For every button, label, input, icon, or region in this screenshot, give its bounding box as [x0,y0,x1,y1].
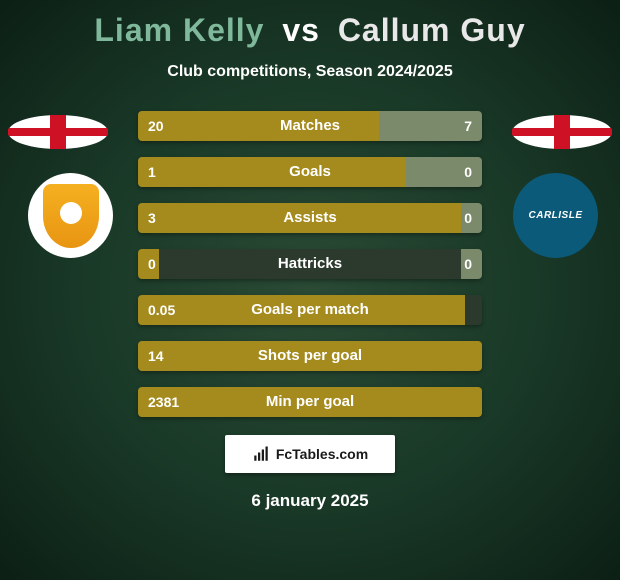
stat-label: Assists [138,203,482,233]
subtitle: Club competitions, Season 2024/2025 [0,63,620,81]
stat-label: Min per goal [138,387,482,417]
chart-icon [252,445,270,463]
flag-left-icon [8,115,108,149]
club-badge-left-shield-icon [43,184,99,248]
stat-row: 14Shots per goal [138,341,482,371]
club-badge-right-text: CARLISLE [529,210,583,221]
stat-row: 30Assists [138,203,482,233]
player1-name: Liam Kelly [94,12,264,48]
stat-label: Shots per goal [138,341,482,371]
stat-label: Hattricks [138,249,482,279]
stat-bars: 207Matches 10Goals 30Assists 00Hattricks 0.0… [138,111,482,417]
watermark-text: FcTables.com [276,446,368,462]
player2-name: Callum Guy [338,12,526,48]
stat-label: Goals per match [138,295,482,325]
stat-row: 0.05Goals per match [138,295,482,325]
watermark: FcTables.com [225,435,395,473]
stat-row: 2381Min per goal [138,387,482,417]
stat-label: Goals [138,157,482,187]
stat-row: 00Hattricks [138,249,482,279]
club-badge-right: CARLISLE [513,173,598,258]
vs-text: vs [282,12,320,48]
content-area: CARLISLE 207Matches 10Goals 30Assists 00Hat… [0,111,620,511]
stat-row: 10Goals [138,157,482,187]
club-badge-left [28,173,113,258]
stat-label: Matches [138,111,482,141]
flag-right-icon [512,115,612,149]
comparison-title: Liam Kelly vs Callum Guy [0,0,620,49]
stat-row: 207Matches [138,111,482,141]
footer-date: 6 january 2025 [0,491,620,511]
